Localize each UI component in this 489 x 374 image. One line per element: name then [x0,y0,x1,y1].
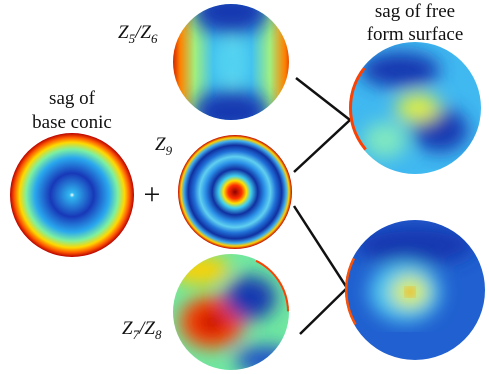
z7-z8-map [152,233,310,374]
label-part: /Z [138,318,155,339]
label-part: 8 [155,327,162,342]
label-part: 9 [166,143,173,158]
connector-lines [294,78,350,334]
diagram: sag of base conic + Z5/Z6 Z9 Z7/Z8 [0,0,489,374]
z5-z6-map [170,0,295,134]
z5-z6-label: Z5/Z6 [118,22,158,46]
label-part: Z [118,22,129,43]
freeform-label: sag of free [375,1,455,22]
base-label: base conic [32,112,112,133]
plus-operator: + [144,178,161,211]
base-conic-map [10,133,134,257]
z7-z8-label: Z7/Z8 [122,318,162,342]
label-part: Z [122,318,133,339]
freeform-label: form surface [367,24,464,45]
base-label: sag of [49,88,96,109]
label-part: /Z [134,22,151,43]
z9-map [178,135,292,249]
label-part: 6 [151,31,158,46]
z9-label: Z9 [155,134,173,158]
label-part: Z [155,134,166,155]
